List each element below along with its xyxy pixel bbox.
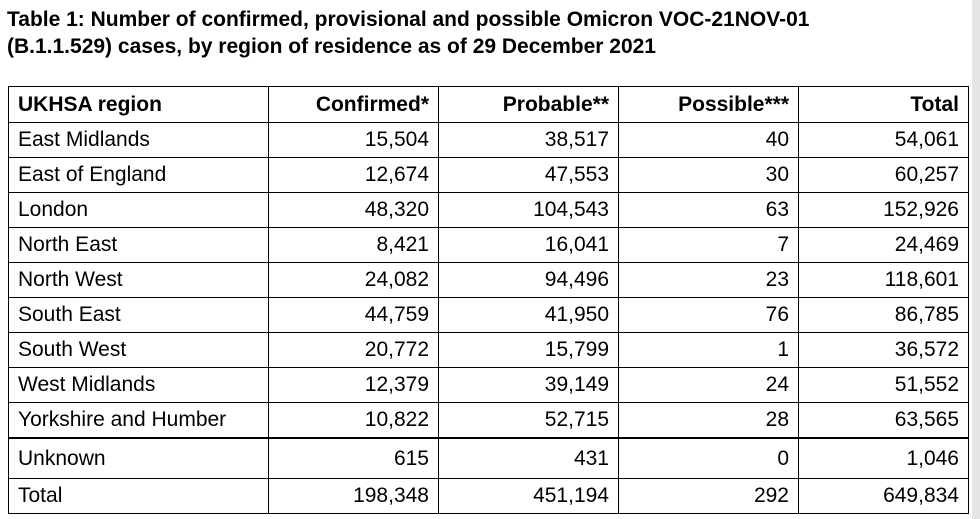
cell-region: South East [8, 297, 269, 333]
cell-confirmed: 8,421 [268, 227, 439, 263]
cell-total: 152,926 [798, 192, 969, 228]
cell-region: Unknown [8, 437, 269, 479]
cell-possible: 1 [618, 332, 799, 368]
cell-confirmed: 24,082 [268, 262, 439, 298]
cell-total: 51,552 [798, 367, 969, 403]
cell-region: East Midlands [8, 122, 269, 158]
cell-probable: 451,194 [438, 478, 619, 514]
table-row: London 48,320 104,543 63 152,926 [8, 192, 969, 228]
cell-total: 63,565 [798, 402, 969, 439]
header-confirmed: Confirmed* [268, 86, 439, 123]
table-row: West Midlands 12,379 39,149 24 51,552 [8, 367, 969, 403]
cell-region: South West [8, 332, 269, 368]
cell-possible: 0 [618, 437, 799, 479]
cell-probable: 15,799 [438, 332, 619, 368]
cell-possible: 24 [618, 367, 799, 403]
table-header-row: UKHSA region Confirmed* Probable** Possi… [8, 86, 969, 123]
cell-region: Total [8, 478, 269, 514]
cell-total: 36,572 [798, 332, 969, 368]
table-row-unknown: Unknown 615 431 0 1,046 [8, 437, 969, 479]
cell-confirmed: 10,822 [268, 402, 439, 439]
cell-confirmed: 20,772 [268, 332, 439, 368]
cell-probable: 38,517 [438, 122, 619, 158]
cell-possible: 30 [618, 157, 799, 193]
table-caption: Table 1: Number of confirmed, provisiona… [7, 6, 967, 60]
cell-region: Yorkshire and Humber [8, 402, 269, 439]
cell-region: East of England [8, 157, 269, 193]
header-region: UKHSA region [8, 86, 269, 123]
cell-region: London [8, 192, 269, 228]
cell-region: North West [8, 262, 269, 298]
table-row: South East 44,759 41,950 76 86,785 [8, 297, 969, 333]
cell-confirmed: 44,759 [268, 297, 439, 333]
cell-possible: 292 [618, 478, 799, 514]
cell-confirmed: 12,379 [268, 367, 439, 403]
cell-total: 24,469 [798, 227, 969, 263]
cell-possible: 23 [618, 262, 799, 298]
table-row: Yorkshire and Humber 10,822 52,715 28 63… [8, 402, 969, 439]
cell-total: 86,785 [798, 297, 969, 333]
cell-region: West Midlands [8, 367, 269, 403]
cell-possible: 76 [618, 297, 799, 333]
table-row: South West 20,772 15,799 1 36,572 [8, 332, 969, 368]
cell-total: 118,601 [798, 262, 969, 298]
cell-possible: 63 [618, 192, 799, 228]
cell-total: 1,046 [798, 437, 969, 479]
cell-probable: 39,149 [438, 367, 619, 403]
cell-possible: 28 [618, 402, 799, 439]
cases-by-region-table: UKHSA region Confirmed* Probable** Possi… [8, 86, 969, 514]
cell-probable: 94,496 [438, 262, 619, 298]
cell-probable: 431 [438, 437, 619, 479]
page-edge-shadow [972, 0, 980, 519]
cell-probable: 52,715 [438, 402, 619, 439]
header-possible: Possible*** [618, 86, 799, 123]
cell-region: North East [8, 227, 269, 263]
cell-confirmed: 615 [268, 437, 439, 479]
table-row: East of England 12,674 47,553 30 60,257 [8, 157, 969, 193]
cell-confirmed: 12,674 [268, 157, 439, 193]
cell-probable: 104,543 [438, 192, 619, 228]
header-probable: Probable** [438, 86, 619, 123]
cell-total: 54,061 [798, 122, 969, 158]
cell-confirmed: 15,504 [268, 122, 439, 158]
header-total: Total [798, 86, 969, 123]
cell-probable: 41,950 [438, 297, 619, 333]
cell-probable: 47,553 [438, 157, 619, 193]
cell-possible: 7 [618, 227, 799, 263]
table-row-total: Total 198,348 451,194 292 649,834 [8, 478, 969, 514]
cell-confirmed: 198,348 [268, 478, 439, 514]
table-row: North East 8,421 16,041 7 24,469 [8, 227, 969, 263]
cell-total: 649,834 [798, 478, 969, 514]
caption-line-1: Table 1: Number of confirmed, provisiona… [7, 8, 810, 31]
cell-confirmed: 48,320 [268, 192, 439, 228]
table-row: East Midlands 15,504 38,517 40 54,061 [8, 122, 969, 158]
cell-probable: 16,041 [438, 227, 619, 263]
table-row: North West 24,082 94,496 23 118,601 [8, 262, 969, 298]
cell-total: 60,257 [798, 157, 969, 193]
caption-line-2: (B.1.1.529) cases, by region of residenc… [7, 35, 656, 58]
cell-possible: 40 [618, 122, 799, 158]
